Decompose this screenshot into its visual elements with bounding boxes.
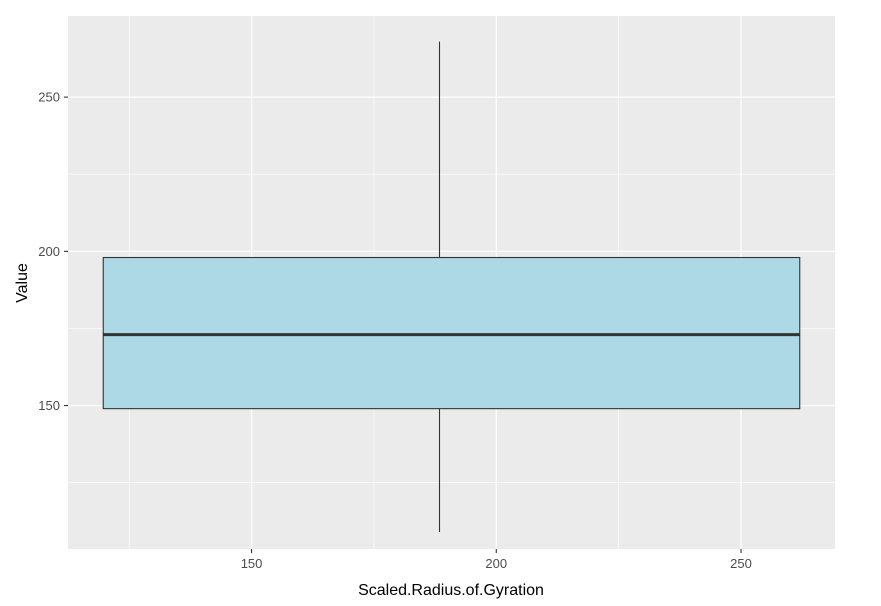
x-axis-title: Scaled.Radius.of.Gyration <box>358 582 544 599</box>
y-axis-title: Value <box>14 263 31 303</box>
y-axis: 150 200 250 <box>38 90 68 413</box>
y-tick-label: 250 <box>38 90 60 105</box>
y-tick-label: 150 <box>38 398 60 413</box>
boxplot <box>102 41 801 533</box>
x-tick-label: 250 <box>730 556 752 571</box>
x-tick-label: 200 <box>485 556 507 571</box>
box-iqr <box>102 256 801 410</box>
y-tick-label: 200 <box>38 244 60 259</box>
x-tick-label: 150 <box>241 556 263 571</box>
x-axis: 150 200 250 <box>241 549 752 571</box>
